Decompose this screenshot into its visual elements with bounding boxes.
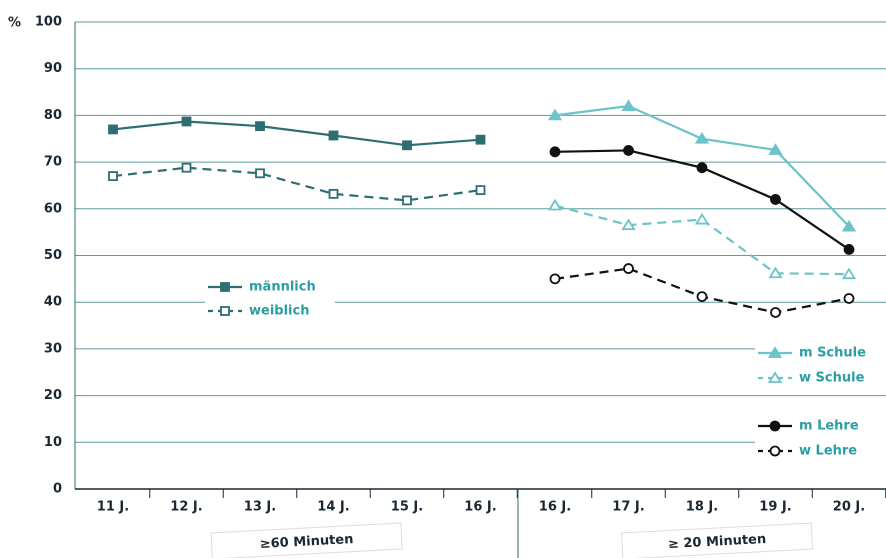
legend-marker (769, 420, 781, 432)
point (108, 124, 118, 135)
legend-label: männlich (249, 280, 316, 295)
point (768, 143, 783, 155)
point (402, 140, 412, 151)
point (475, 134, 486, 145)
point (328, 188, 339, 199)
legend-box (205, 265, 335, 331)
x-axis-label: ≥60 Minuten (259, 532, 353, 552)
y-tick-label: 100 (35, 15, 62, 30)
point (181, 116, 192, 127)
label-box (620, 522, 814, 558)
x-tick-label: 16 J. (464, 500, 496, 515)
point (841, 219, 857, 232)
x-tick-label: 16 J. (539, 500, 571, 515)
x-tick-label: 20 J. (833, 500, 865, 515)
y-axis-label: % (8, 16, 21, 31)
x-tick-label: 11 J. (97, 500, 129, 515)
series-line (112, 120, 481, 147)
point (255, 121, 265, 132)
legend-label: m Schule (799, 346, 866, 361)
point (696, 162, 708, 174)
x-axis-label-box: ≥ 20 Minuten (620, 522, 814, 558)
legend-box (755, 340, 886, 392)
x-axis-label: ≥ 20 Minuten (668, 532, 767, 552)
x-tick-label: 12 J. (170, 500, 202, 515)
y-tick-label: 30 (44, 341, 62, 356)
y-tick-label: 90 (44, 61, 62, 76)
point (621, 218, 636, 231)
point (255, 168, 265, 179)
point (328, 130, 339, 141)
legend-label: w Schule (799, 371, 865, 386)
x-tick-label: 14 J. (317, 500, 349, 515)
y-tick-label: 60 (44, 201, 62, 216)
legend-marker (220, 306, 230, 316)
y-tick-label: 40 (44, 295, 62, 310)
series-line (554, 204, 850, 276)
legend-label: w Lehre (799, 444, 857, 459)
x-tick-label: 15 J. (391, 500, 423, 515)
point (770, 194, 781, 205)
point (623, 263, 634, 274)
legend-marker (767, 346, 783, 358)
point (547, 108, 563, 121)
legend-label: m Lehre (799, 419, 859, 434)
legend-marker (769, 445, 781, 457)
y-tick-label: 70 (44, 155, 62, 170)
point (549, 273, 561, 285)
point (547, 198, 563, 211)
y-tick-label: 50 (44, 248, 62, 263)
point (549, 146, 561, 158)
point (768, 266, 783, 279)
point (841, 267, 857, 280)
point (402, 195, 412, 206)
point (843, 293, 855, 304)
point (623, 145, 634, 156)
label-box (210, 522, 403, 558)
point (770, 307, 781, 318)
point (694, 132, 710, 144)
y-tick-label: 80 (44, 108, 62, 123)
x-tick-label: 18 J. (686, 500, 718, 515)
y-tick-label: 0 (53, 482, 62, 497)
point (694, 212, 710, 225)
series-line (112, 166, 481, 202)
x-tick-label: 13 J. (244, 500, 276, 515)
point (108, 171, 118, 182)
y-tick-label: 10 (44, 435, 62, 450)
point (696, 291, 708, 302)
x-axis-label-box: ≥60 Minuten (210, 522, 403, 558)
legend-marker (220, 282, 230, 292)
point (843, 244, 855, 255)
legend-marker (767, 371, 783, 383)
legend-label: weiblich (249, 304, 309, 319)
point (621, 99, 636, 111)
point (181, 162, 192, 173)
y-tick-label: 20 (44, 388, 62, 403)
point (475, 185, 486, 196)
x-tick-label: 17 J. (612, 500, 644, 515)
x-tick-label: 19 J. (759, 500, 791, 515)
